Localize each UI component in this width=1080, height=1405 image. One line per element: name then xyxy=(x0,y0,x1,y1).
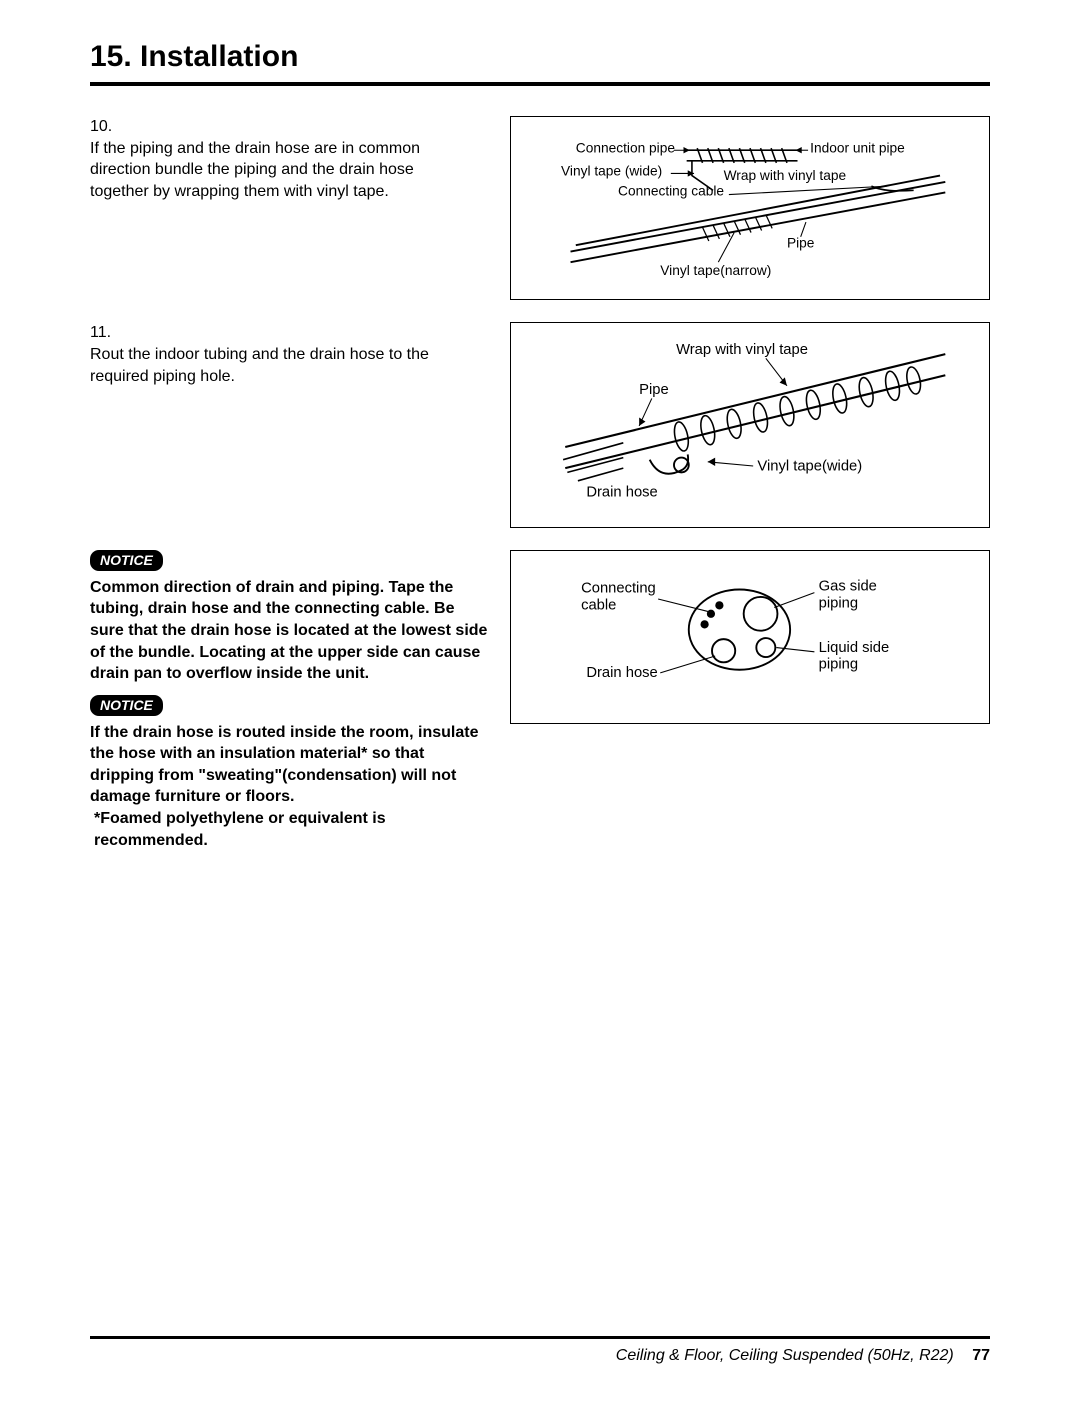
step-10-text: 10. If the piping and the drain hose are… xyxy=(90,116,490,202)
figure-1-container: Connection pipe Indoor unit pipe Vinyl t… xyxy=(510,116,990,300)
fig3-label-drain: Drain hose xyxy=(586,665,657,681)
fig1-label-pipe: Pipe xyxy=(787,235,815,250)
figure-3-container: Connecting cable Drain hose Gas side pip… xyxy=(510,550,990,724)
fig1-label-indoor-unit-pipe: Indoor unit pipe xyxy=(810,140,905,155)
figure-1-svg: Connection pipe Indoor unit pipe Vinyl t… xyxy=(523,127,977,285)
step-number: 11. xyxy=(90,322,118,344)
footer-rule xyxy=(90,1336,990,1339)
figure-2: Wrap with vinyl tape Pipe xyxy=(510,322,990,527)
fig2-label-pipe: Pipe xyxy=(639,383,669,399)
notice-pill: NOTICE xyxy=(90,695,163,716)
step-number: 10. xyxy=(90,116,118,138)
fig2-label-vinyl-wide: Vinyl tape(wide) xyxy=(757,459,862,475)
fig1-label-connection-pipe: Connection pipe xyxy=(576,140,676,155)
notice-left: NOTICE Common direction of drain and pip… xyxy=(90,550,490,851)
notice-pill: NOTICE xyxy=(90,550,163,571)
figure-2-svg: Wrap with vinyl tape Pipe xyxy=(523,333,977,512)
fig1-label-vinyl-wide: Vinyl tape (wide) xyxy=(561,164,662,179)
page: 15. Installation 10. If the piping and t… xyxy=(0,0,1080,1405)
figure-3: Connecting cable Drain hose Gas side pip… xyxy=(510,550,990,724)
fig3-label-liq-l2: piping xyxy=(819,657,858,673)
step-11-row: 11. Rout the indoor tubing and the drain… xyxy=(90,322,990,527)
notice-2b-text: *Foamed polyethylene or equivalent is re… xyxy=(90,808,490,851)
step-11-text: 11. Rout the indoor tubing and the drain… xyxy=(90,322,490,387)
step-10-row: 10. If the piping and the drain hose are… xyxy=(90,116,990,300)
title-rule xyxy=(90,82,990,86)
step-body: Rout the indoor tubing and the drain hos… xyxy=(90,344,462,387)
fig3-label-liq-l1: Liquid side xyxy=(819,640,890,656)
footer-label: Ceiling & Floor, Ceiling Suspended (50Hz… xyxy=(616,1347,954,1364)
fig3-label-gas-l1: Gas side xyxy=(819,578,877,594)
footer-text: Ceiling & Floor, Ceiling Suspended (50Hz… xyxy=(90,1347,990,1365)
fig1-label-vinyl-narrow: Vinyl tape(narrow) xyxy=(660,263,771,278)
section-title: 15. Installation xyxy=(90,40,990,74)
fig3-label-cable-l2: cable xyxy=(581,597,616,613)
fig3-label-cable-l1: Connecting xyxy=(581,581,656,597)
fig2-label-drain-hose: Drain hose xyxy=(586,485,657,501)
page-number: 77 xyxy=(972,1347,990,1364)
notice-1-text: Common direction of drain and piping. Ta… xyxy=(90,577,490,685)
notice-2a-text: If the drain hose is routed inside the r… xyxy=(90,722,490,808)
fig1-label-wrap: Wrap with vinyl tape xyxy=(724,168,847,183)
fig3-label-gas-l2: piping xyxy=(819,595,858,611)
figure-1: Connection pipe Indoor unit pipe Vinyl t… xyxy=(510,116,990,300)
figure-3-svg: Connecting cable Drain hose Gas side pip… xyxy=(523,561,977,709)
fig1-label-cable: Connecting cable xyxy=(618,184,724,199)
notice-row: NOTICE Common direction of drain and pip… xyxy=(90,550,990,851)
fig2-label-wrap: Wrap with vinyl tape xyxy=(676,342,808,358)
figure-2-container: Wrap with vinyl tape Pipe xyxy=(510,322,990,527)
step-body: If the piping and the drain hose are in … xyxy=(90,138,462,203)
footer: Ceiling & Floor, Ceiling Suspended (50Hz… xyxy=(90,1336,990,1365)
